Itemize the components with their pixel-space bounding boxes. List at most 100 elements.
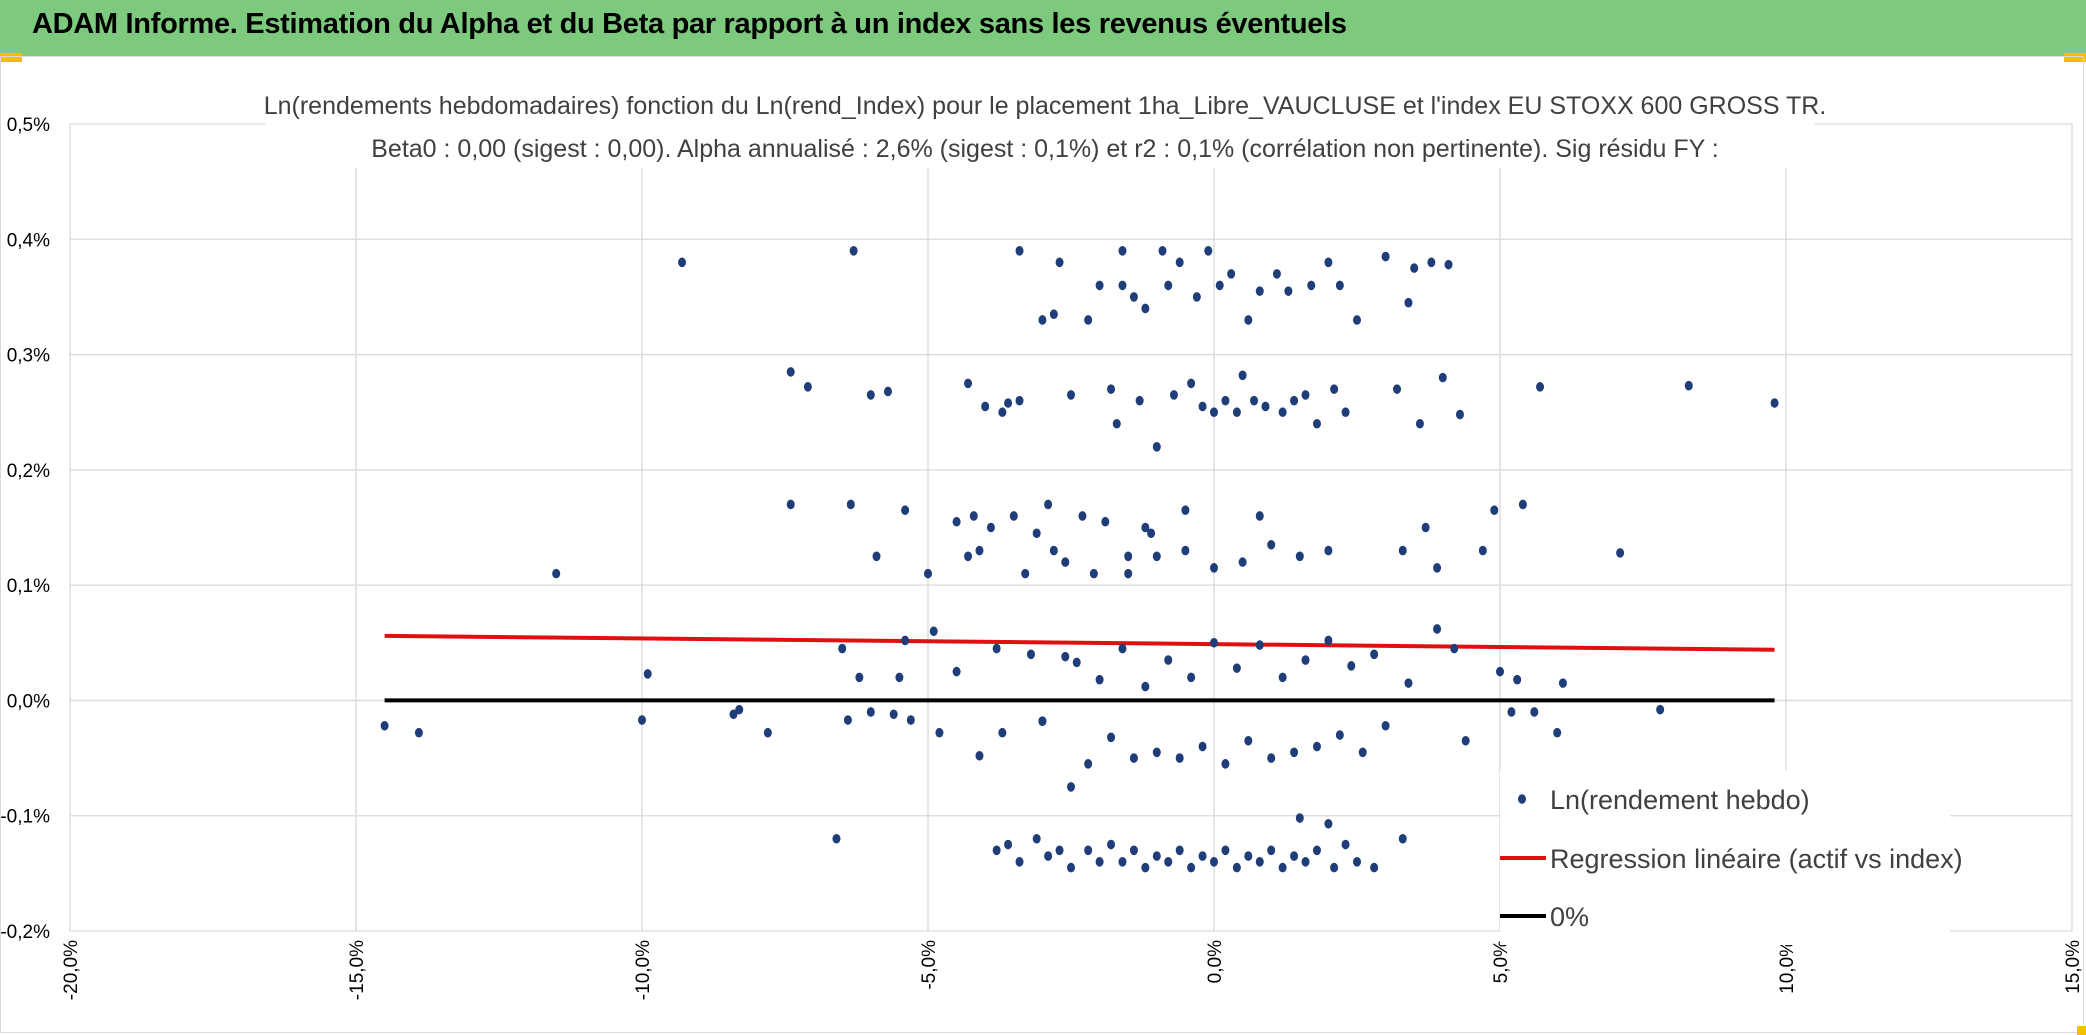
scatter-point [1278,672,1287,683]
scatter-point [1301,857,1310,867]
x-tick-label: 10,0% [1777,940,1798,994]
scatter-point [1198,851,1207,861]
scatter-point [1553,727,1562,738]
scatter-point [1084,759,1093,769]
scatter-point [1107,839,1116,850]
scatter-point [1496,666,1504,677]
x-tick-label: -15,0% [347,940,368,1000]
scatter-point [1084,315,1093,325]
scatter-point [1536,382,1545,392]
scatter-point [1044,851,1053,861]
scatter-point [1210,563,1218,573]
scatter-point [1175,257,1184,268]
scatter-point [1112,418,1121,429]
x-tick-label: -20,0% [61,940,82,1000]
scatter-point [1181,545,1190,556]
series-lines [384,633,1775,703]
scatter-point [849,246,858,256]
scatter-point [1455,409,1464,420]
scatter-point [1238,557,1247,567]
scatter-point [1009,511,1018,521]
scatter-point [1198,741,1207,752]
scatter-point [1124,551,1133,562]
scatter-point [1433,624,1442,634]
legend-marker-dot [1518,794,1526,804]
scatter-point [1204,246,1213,256]
scatter-point [1129,845,1138,856]
scatter-point [735,704,744,715]
scatter-point [1267,845,1276,856]
scatter-point [1558,678,1567,688]
scatter-point [832,833,841,844]
scatter-point [1255,511,1264,521]
x-tick-label: 0,0% [1205,940,1226,983]
scatter-point [998,727,1007,738]
scatter-point [1290,747,1299,758]
scatter-point [1141,522,1150,533]
scatter-point [1221,395,1230,406]
scatter-point [1004,839,1013,850]
scatter-point [1198,401,1207,412]
scatter-point [1032,528,1041,539]
scatter-point [1381,720,1390,731]
scatter-point [1118,246,1127,256]
scatter-point [1404,678,1413,688]
scatter-point [1141,862,1150,873]
scatter-point [906,715,915,725]
scatter-point [803,382,812,392]
scatter-point [1072,657,1081,668]
scatter-point [1129,753,1138,763]
scatter-point [1324,635,1333,646]
scatter-point [1410,263,1419,273]
scatter-point [1404,297,1413,308]
scatter-point [1255,857,1264,867]
y-tick-label: -0,2% [0,922,50,943]
scatter-point [1255,640,1264,650]
chart-frame [0,56,2084,1033]
scatter-point [952,516,961,527]
scatter-point [1107,732,1116,743]
scatter-point [1530,707,1539,717]
scatter-point [1381,251,1390,262]
y-tick-label: 0,1% [7,576,50,597]
scatter-point [1244,315,1253,325]
chart-title-line-2: Beta0 : 0,00 (sigest : 0,00). Alpha annu… [371,135,1719,163]
scatter-point [901,635,910,646]
scatter-point [1067,390,1075,400]
y-tick-label: 0,4% [7,230,50,251]
scatter-point [1398,833,1407,844]
x-tick-label: 5,0% [1491,940,1512,983]
scatter-point [1181,505,1190,516]
corner-marker-left [0,53,22,62]
scatter-point [1084,845,1093,856]
scatter-point [1656,704,1665,715]
scatter-point [1221,759,1230,769]
scatter-point [1210,637,1218,648]
x-tick-label: -10,0% [633,940,654,1000]
scatter-point [380,720,389,731]
scatter-point [872,551,881,562]
scatter-point [1118,643,1127,654]
scatter-point [1518,499,1527,510]
scatter-point [729,709,738,720]
scatter-point [763,727,772,738]
legend-label: Regression linéaire (actif vs index) [1550,844,1963,874]
scatter-point [992,643,1001,654]
scatter-point [895,672,904,683]
legend: Ln(rendement hebdo) Regression linéaire (… [1500,770,1963,945]
scatter-point [1255,286,1264,296]
scatter-point [1478,545,1487,556]
scatter-point [1244,735,1253,746]
scatter-point [1141,303,1150,314]
scatter-point [1187,378,1196,389]
scatter-point [1158,246,1167,256]
scatter-point [1353,857,1361,867]
scatter-point [1141,681,1150,692]
regression-line [384,633,1775,652]
scatter-point [1147,528,1156,539]
scatter-point [1290,851,1299,861]
scatter-point [1250,395,1259,406]
scatter-point [883,386,892,397]
chart-title: Ln(rendements hebdomadaires) fonction du… [264,82,1826,168]
scatter-point [1490,505,1499,516]
